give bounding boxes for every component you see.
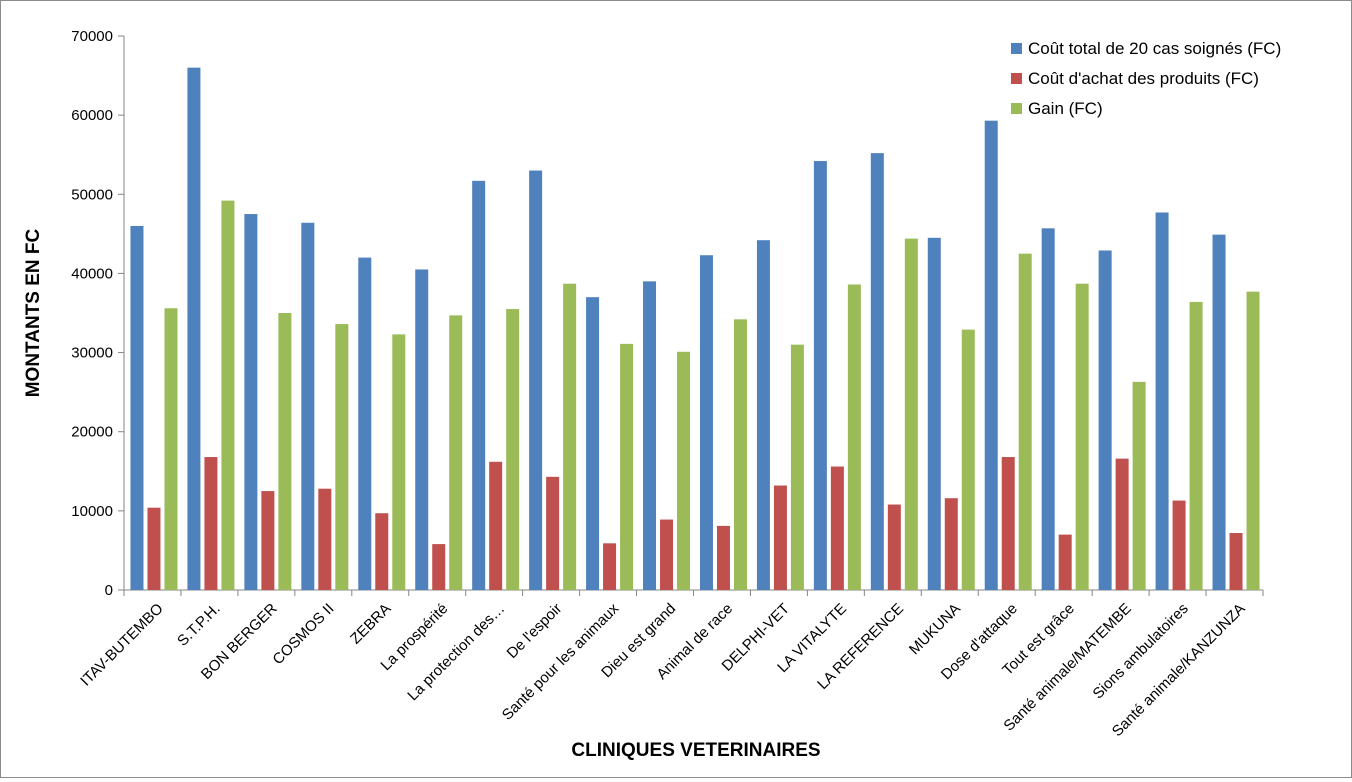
x-tick-label: Santé pour les animaux xyxy=(499,600,623,724)
bar-series-1 xyxy=(529,170,543,591)
x-tick-label: ZEBRA xyxy=(347,600,394,647)
bar-series-1 xyxy=(244,214,258,591)
bar-series-2 xyxy=(1058,534,1072,590)
bar-series-1 xyxy=(984,120,998,590)
bar-series-2 xyxy=(660,519,674,590)
bar-series-1 xyxy=(472,180,486,590)
legend: Coût total de 20 cas soignés (FC) Coût d'… xyxy=(1011,39,1281,118)
bar-series-2 xyxy=(773,485,787,590)
y-tick-label: 20000 xyxy=(71,424,113,441)
x-tick-label: COSMOS II xyxy=(269,600,337,668)
y-tick-label: 40000 xyxy=(71,265,113,282)
bar-series-3 xyxy=(335,324,349,590)
bar-series-3 xyxy=(790,344,804,590)
bar-series-3 xyxy=(1189,301,1203,590)
bar-series-2 xyxy=(830,466,844,590)
legend-swatch xyxy=(1011,103,1022,114)
bar-series-2 xyxy=(261,491,275,590)
bar-series-2 xyxy=(603,543,617,590)
bar-series-2 xyxy=(432,544,446,590)
bar-series-2 xyxy=(1172,500,1186,590)
bar-series-3 xyxy=(221,200,235,591)
bar-series-2 xyxy=(1115,458,1129,590)
x-tick-label: ITAV-BUTEMBO xyxy=(77,600,166,689)
bar-series-2 xyxy=(1229,533,1243,590)
bar-series-1 xyxy=(301,222,315,590)
bar-series-1 xyxy=(813,161,827,590)
bar-series-2 xyxy=(546,476,560,590)
bar-series-1 xyxy=(415,269,429,590)
legend-swatch xyxy=(1011,73,1022,84)
bar-series-2 xyxy=(375,513,389,590)
bar-series-3 xyxy=(847,284,861,590)
legend-swatch xyxy=(1011,43,1022,54)
bar-series-3 xyxy=(620,343,634,590)
bar-series-3 xyxy=(1246,291,1260,590)
bar-series-3 xyxy=(563,283,577,590)
bar-series-2 xyxy=(716,525,730,590)
x-tick-label: De l'espoir xyxy=(504,600,566,662)
bar-series-3 xyxy=(506,309,520,590)
bar-series-2 xyxy=(1001,457,1015,590)
y-tick-label: 70000 xyxy=(71,28,113,45)
bar-series-1 xyxy=(187,67,201,590)
bar-series-1 xyxy=(1041,228,1055,590)
bar-series-3 xyxy=(278,313,292,590)
bar-series-3 xyxy=(164,308,178,590)
x-tick-label: MUKUNA xyxy=(906,600,964,658)
bar-series-3 xyxy=(904,238,918,590)
bar-series-2 xyxy=(204,457,218,590)
bar-series-2 xyxy=(318,488,332,590)
y-tick-label: 10000 xyxy=(71,503,113,520)
bar-series-1 xyxy=(130,225,144,590)
bar-series-2 xyxy=(944,498,958,590)
bar-series-2 xyxy=(489,461,503,590)
bar-series-1 xyxy=(358,257,372,590)
legend-label: Coût total de 20 cas soignés (FC) xyxy=(1028,39,1281,58)
x-tick-label: S.T.P.H. xyxy=(174,600,224,650)
bar-series-1 xyxy=(643,281,657,590)
bar-series-1 xyxy=(699,255,713,590)
bar-series-3 xyxy=(1132,381,1146,590)
bar-series-1 xyxy=(1155,212,1169,590)
bar-series-2 xyxy=(887,504,901,590)
bar-series-1 xyxy=(1098,250,1112,590)
y-tick-label: 60000 xyxy=(71,107,113,124)
bar-series-1 xyxy=(870,153,884,591)
legend-label: Coût d'achat des produits (FC) xyxy=(1028,69,1259,88)
x-tick-label: Sions ambulatoires xyxy=(1090,600,1192,702)
x-tick-label: La protection des… xyxy=(404,600,508,704)
y-tick-label: 50000 xyxy=(71,186,113,203)
bar-series-3 xyxy=(677,351,691,590)
y-tick-label: 0 xyxy=(105,582,113,599)
bar-series-3 xyxy=(449,315,463,590)
y-axis: 0 10000 20000 30000 40000 50000 60000 70000 xyxy=(71,28,125,599)
bar-series-1 xyxy=(927,237,941,591)
bar-series-1 xyxy=(586,297,600,590)
bar-series-1 xyxy=(1212,234,1226,591)
bar-series-2 xyxy=(147,507,161,590)
y-tick-label: 30000 xyxy=(71,345,113,362)
bar-series-1 xyxy=(756,240,770,590)
y-axis-title: MONTANTS EN FC xyxy=(23,228,44,397)
legend-label: Gain (FC) xyxy=(1028,99,1103,118)
bar-series-3 xyxy=(1075,283,1089,590)
bar-series-3 xyxy=(392,334,406,590)
bar-series-3 xyxy=(961,329,975,590)
bar-series-3 xyxy=(733,319,747,590)
bar-series-3 xyxy=(1018,253,1032,590)
x-axis-title: CLINIQUES VETERINAIRES xyxy=(571,740,820,761)
bars xyxy=(130,67,1260,591)
